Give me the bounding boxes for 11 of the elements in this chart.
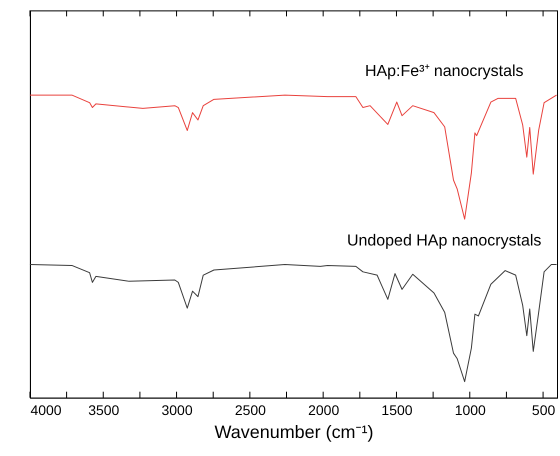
series-label: Undoped HAp nanocrystals [347, 232, 542, 250]
x-tick-label: 2000 [308, 402, 340, 418]
x-tick-label: 2500 [234, 402, 266, 418]
x-tick-label: 1500 [381, 402, 413, 418]
x-tick-label: 4000 [30, 402, 62, 418]
x-tick-label: 1000 [454, 402, 486, 418]
x-tick-label: 3500 [88, 402, 120, 418]
x-axis-title: Wavenumber (cm⁻¹) [214, 422, 374, 442]
x-tick-label: 500 [532, 402, 556, 418]
series-label: HAp:Fe³⁺ nanocrystals [364, 63, 524, 80]
x-tick-label: 3000 [162, 402, 193, 418]
